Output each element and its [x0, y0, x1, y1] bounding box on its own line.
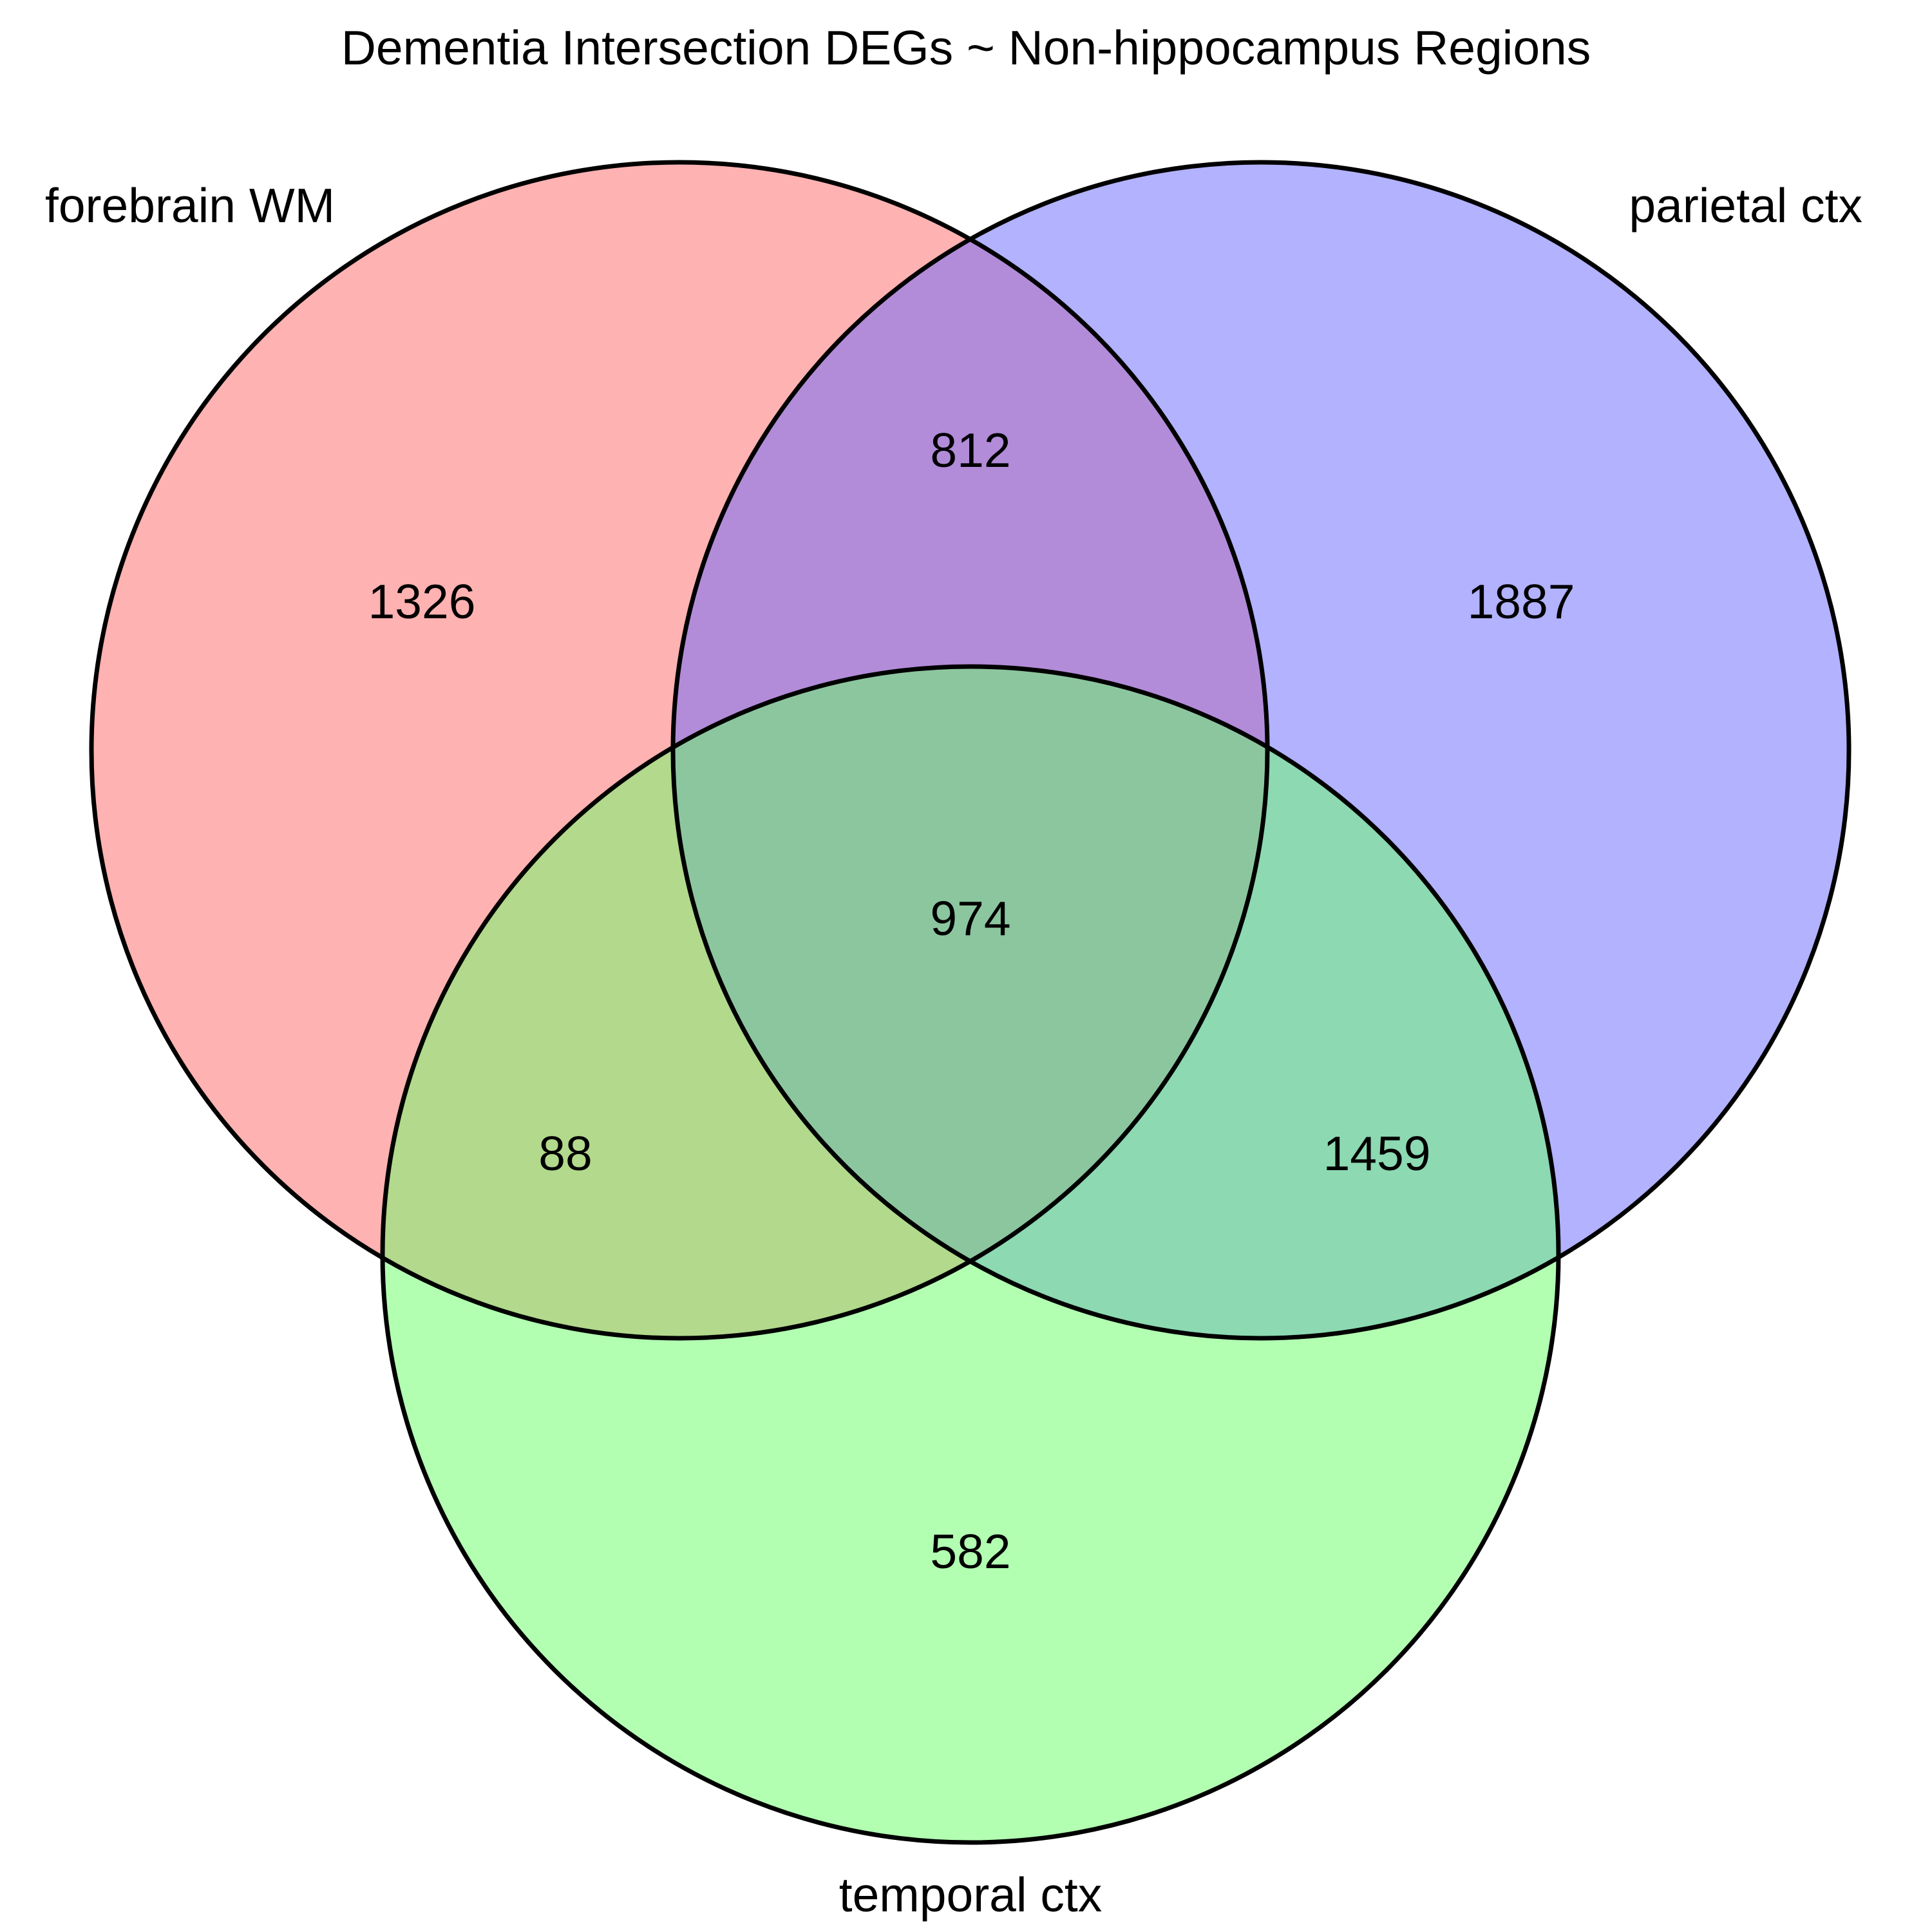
count-forebrain-wm-only: 1326: [368, 574, 476, 629]
set-forebrain-wm-outline: [89, 160, 1270, 1341]
count-temporal-ctx-only: 582: [930, 1524, 1010, 1578]
diagram-title: Dementia Intersection DEGs ~ Non-hippoca…: [341, 21, 1591, 75]
count-parietal-temporal: 1459: [1323, 1126, 1431, 1180]
count-all-three: 974: [930, 891, 1010, 945]
set-label-forebrain-wm: forebrain WM: [45, 178, 335, 232]
set-temporal-ctx-outline: [380, 664, 1561, 1845]
set-parietal-ctx-outline: [670, 160, 1852, 1341]
count-forebrain-temporal: 88: [538, 1126, 592, 1180]
count-forebrain-parietal: 812: [930, 423, 1010, 477]
set-label-parietal-ctx: parietal ctx: [1629, 178, 1862, 232]
set-label-temporal-ctx: temporal ctx: [839, 1868, 1102, 1922]
count-parietal-ctx-only: 1887: [1468, 574, 1575, 629]
set-temporal-ctx-fill: [383, 667, 1558, 1842]
